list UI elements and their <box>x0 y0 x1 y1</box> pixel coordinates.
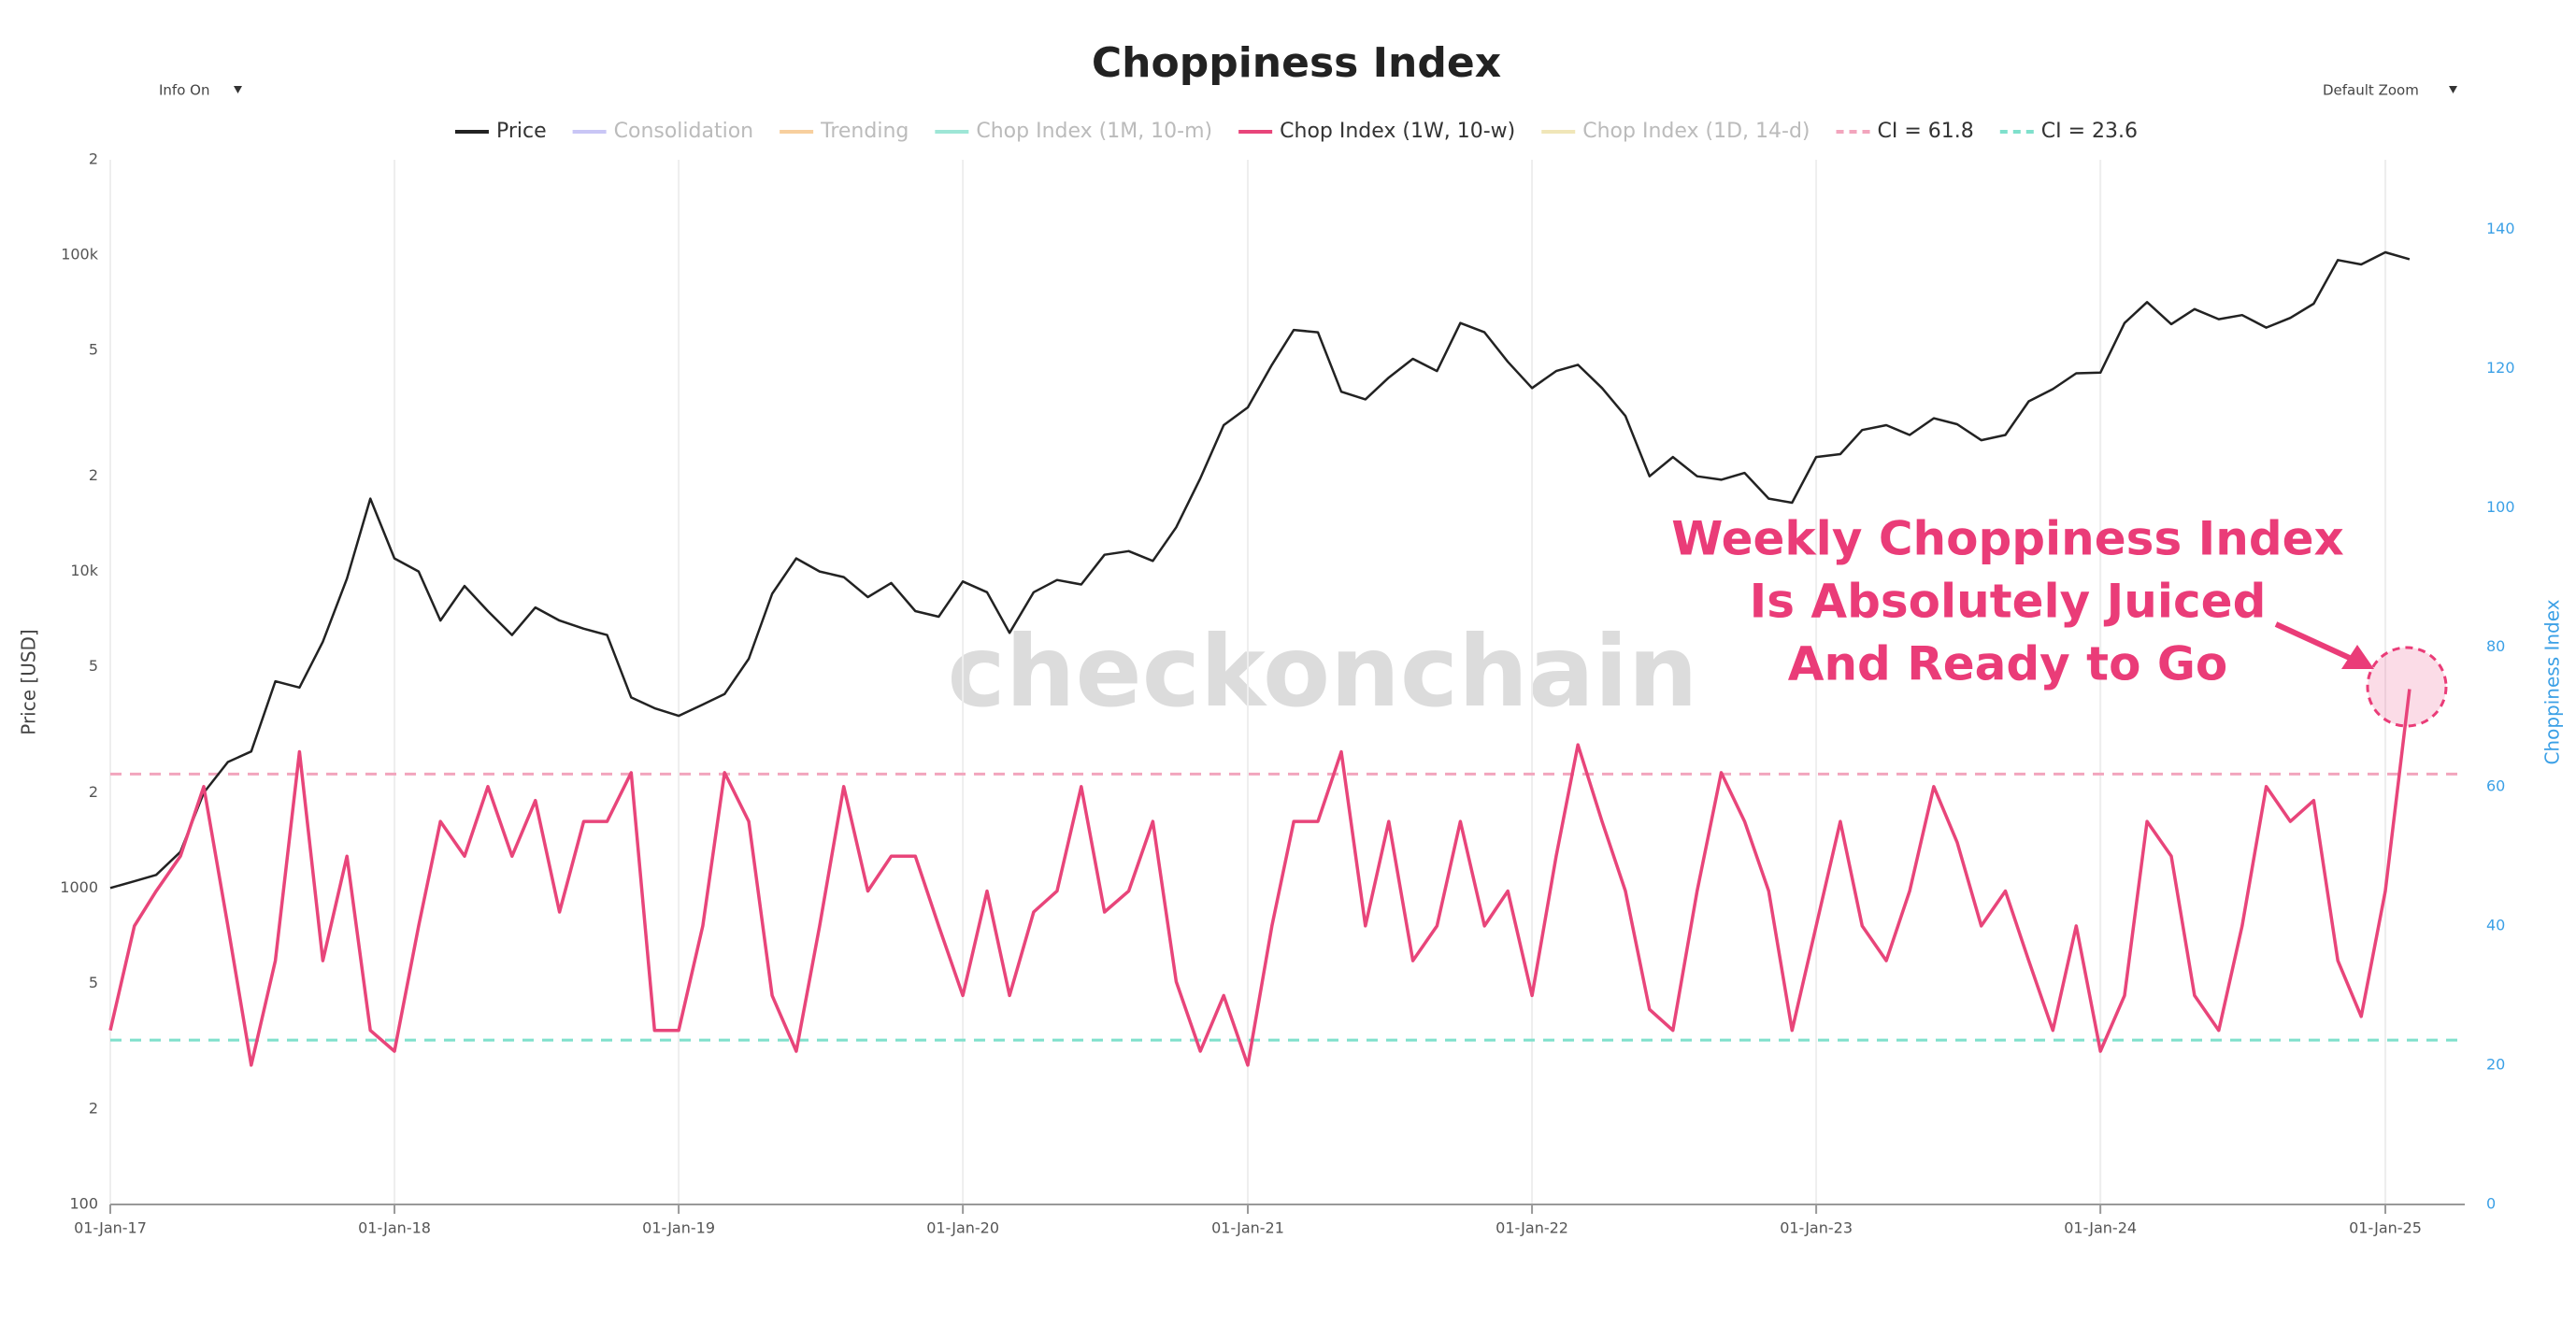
legend-label[interactable]: Trending <box>820 120 909 143</box>
y2-axis-title: Choppiness Index <box>2541 599 2564 764</box>
y2-tick-label: 80 <box>2486 637 2505 655</box>
x-tick-label: 01-Jan-24 <box>2064 1219 2137 1237</box>
legend-item[interactable]: Chop Index (1W, 10-w) <box>1238 120 1515 143</box>
x-tick-label: 01-Jan-19 <box>642 1219 715 1237</box>
y2-tick-label: 140 <box>2486 220 2515 237</box>
x-tick-label: 01-Jan-18 <box>358 1219 431 1237</box>
y-tick-label: 5 <box>89 340 98 358</box>
legend: Price Consolidation Trending Chop Index (1M… <box>454 120 2138 143</box>
legend-item[interactable]: CI = 61.8 <box>1836 120 1974 143</box>
legend-label[interactable]: Chop Index (1M, 10-m) <box>976 120 1212 143</box>
legend-item[interactable]: CI = 23.6 <box>1999 120 2138 143</box>
y-tick-label: 2 <box>89 1100 98 1118</box>
info-control[interactable]: Info On <box>159 82 242 99</box>
y-tick-label: 2 <box>89 466 98 484</box>
chart-title: Choppiness Index <box>1092 39 1501 87</box>
series-line <box>108 689 2411 1067</box>
x-tick-label: 01-Jan-22 <box>1496 1219 1568 1237</box>
y-tick-label: 1000 <box>60 878 98 896</box>
x-tick-label: 01-Jan-20 <box>926 1219 999 1237</box>
annotation: Weekly Choppiness Index <box>1671 512 2344 566</box>
x-tick-label: 01-Jan-25 <box>2349 1219 2422 1237</box>
legend-label[interactable]: CI = 23.6 <box>2041 120 2138 143</box>
y-tick-label: 2 <box>89 783 98 801</box>
legend-item[interactable]: Price <box>454 120 547 143</box>
y-tick-label: 5 <box>89 657 98 675</box>
annotation-arrowhead <box>2341 645 2374 669</box>
y2-tick-label: 40 <box>2486 916 2505 933</box>
annotation: Is Absolutely Juiced <box>1750 575 2267 629</box>
legend-label[interactable]: Consolidation <box>614 120 754 143</box>
control-label[interactable]: Info On <box>159 82 209 99</box>
zoom-control[interactable]: Default Zoom <box>2323 82 2457 99</box>
x-tick-label: 01-Jan-23 <box>1780 1219 1853 1237</box>
y2-tick-label: 120 <box>2486 359 2515 377</box>
legend-label[interactable]: Chop Index (1W, 10-w) <box>1280 120 1515 143</box>
annotation-arrow <box>2274 621 2355 662</box>
dropdown-arrow[interactable] <box>2449 86 2457 93</box>
legend-label[interactable]: CI = 61.8 <box>1878 120 1974 143</box>
y-tick-label: 100 <box>69 1195 98 1213</box>
annotation-circle <box>2366 646 2448 728</box>
y-tick-label: 2 <box>89 150 98 168</box>
control-label[interactable]: Default Zoom <box>2323 82 2419 99</box>
annotation: And Ready to Go <box>1788 637 2227 691</box>
legend-item[interactable]: Trending <box>780 120 909 143</box>
y-axis-title: Price [USD] <box>18 629 40 735</box>
legend-item[interactable]: Chop Index (1M, 10-m) <box>935 120 1212 143</box>
y-tick-label: 5 <box>89 974 98 991</box>
legend-item[interactable]: Consolidation <box>572 120 754 143</box>
legend-label[interactable]: Price <box>496 120 547 143</box>
y2-tick-label: 0 <box>2486 1195 2496 1213</box>
y2-tick-label: 20 <box>2486 1055 2505 1073</box>
series-line <box>109 250 2411 890</box>
legend-label[interactable]: Chop Index (1D, 14-d) <box>1582 120 1810 143</box>
legend-item[interactable]: Chop Index (1D, 14-d) <box>1541 120 1810 143</box>
watermark: checkonchain <box>948 615 1698 729</box>
y-tick-label: 100k <box>61 245 99 263</box>
y2-tick-label: 60 <box>2486 776 2505 794</box>
x-tick-label: 01-Jan-21 <box>1211 1219 1284 1237</box>
y-tick-label: 10k <box>70 562 98 579</box>
dropdown-arrow[interactable] <box>234 86 242 93</box>
x-tick-label: 01-Jan-17 <box>74 1219 147 1237</box>
y2-tick-label: 100 <box>2486 498 2515 516</box>
